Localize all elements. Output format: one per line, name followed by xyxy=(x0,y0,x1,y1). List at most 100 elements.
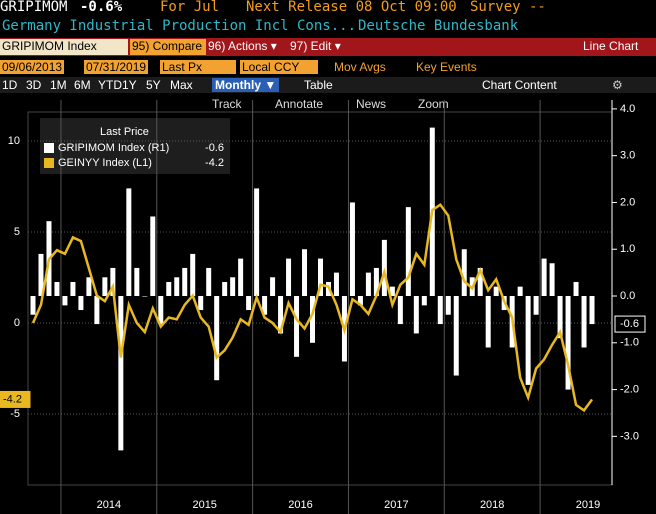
actions-menu[interactable]: 96) Actions ▾ xyxy=(208,39,277,53)
bar xyxy=(397,296,403,325)
range-button[interactable]: YTD xyxy=(98,78,122,92)
bar xyxy=(118,296,124,451)
frequency-select[interactable]: Monthly ▼ xyxy=(212,78,280,92)
bar xyxy=(62,296,68,306)
bar xyxy=(485,296,491,348)
line xyxy=(31,202,594,413)
range-button[interactable]: 6M xyxy=(74,78,91,92)
bar xyxy=(94,296,100,325)
x-tick-label: 2016 xyxy=(288,499,312,511)
bar xyxy=(405,207,411,297)
bar xyxy=(373,267,379,297)
y-tick-label: -5 xyxy=(10,408,20,420)
bar xyxy=(565,296,571,390)
legend-value: -4.2 xyxy=(205,157,224,169)
field-select[interactable]: Last Px xyxy=(160,60,236,74)
x-tick-label: 2015 xyxy=(192,499,216,511)
legend-box xyxy=(40,118,230,174)
bar xyxy=(110,267,116,297)
bar xyxy=(573,281,579,297)
chart-content[interactable]: Chart Content xyxy=(482,78,557,92)
bar xyxy=(246,296,252,311)
y-tick-label: 5 xyxy=(14,226,20,238)
bar xyxy=(54,281,60,297)
bar xyxy=(349,202,355,297)
bar xyxy=(198,296,204,311)
bar xyxy=(102,277,108,297)
settings-icon[interactable]: ⚙ xyxy=(612,78,623,92)
bar xyxy=(581,296,587,348)
compare-button[interactable]: 95) Compare xyxy=(130,39,206,55)
bar xyxy=(254,188,260,297)
range-button[interactable]: 1D xyxy=(2,78,18,92)
range-button[interactable]: 5Y xyxy=(146,78,161,92)
y2-tick-label: 4.0 xyxy=(620,103,635,115)
y2-tick-label: 3.0 xyxy=(620,150,635,162)
bar xyxy=(262,296,268,315)
bar xyxy=(206,267,212,297)
bar xyxy=(238,258,244,297)
y-tick-label: 0 xyxy=(14,317,20,329)
bar xyxy=(461,249,467,297)
bar xyxy=(214,296,220,381)
bar xyxy=(86,277,92,297)
bar xyxy=(549,263,555,297)
bar xyxy=(533,296,539,315)
bar xyxy=(134,267,140,297)
source: Deutsche Bundesbank xyxy=(358,18,519,34)
last-value-label: -4.2 xyxy=(3,393,22,405)
y2-tick-label: 2.0 xyxy=(620,196,635,208)
range-button[interactable]: 1Y xyxy=(122,78,137,92)
bar xyxy=(357,296,363,306)
key-events[interactable]: Key Events xyxy=(416,60,477,74)
bar xyxy=(38,253,44,297)
bar xyxy=(222,281,228,297)
bar xyxy=(302,249,308,297)
currency-select[interactable]: Local CCY xyxy=(240,60,318,74)
range-bar: 1D 3D 1M 6M YTD 1Y 5Y Max xyxy=(0,77,656,93)
mov-avgs[interactable]: Mov Avgs xyxy=(334,60,386,74)
annotate-tool[interactable]: Annotate xyxy=(275,97,324,111)
bar xyxy=(445,296,451,315)
legend-label: GEINYY Index (L1) xyxy=(58,157,152,169)
bar xyxy=(525,296,531,385)
bar xyxy=(182,267,188,297)
range-button[interactable]: 3D xyxy=(26,78,42,92)
bar xyxy=(589,296,595,325)
legend-label: GRIPIMOM Index (R1) xyxy=(58,142,169,154)
bar xyxy=(310,296,316,343)
start-date[interactable]: 09/06/2013 xyxy=(0,60,65,74)
bar xyxy=(174,277,180,297)
zoom-tool[interactable]: Zoom xyxy=(418,97,449,111)
legend-value: -0.6 xyxy=(205,142,224,154)
x-tick-label: 2014 xyxy=(97,499,121,511)
bar xyxy=(30,296,36,315)
edit-menu[interactable]: 97) Edit ▾ xyxy=(290,39,341,53)
range-button[interactable]: Max xyxy=(170,78,193,92)
last-value-label: -0.6 xyxy=(620,318,639,330)
bar xyxy=(166,281,172,297)
y2-tick-label: 0.0 xyxy=(620,290,635,302)
bar xyxy=(278,296,284,334)
bar xyxy=(437,296,443,325)
security-field[interactable]: GRIPIMOM Index xyxy=(0,39,128,55)
ticker: GRIPIMOM xyxy=(0,0,68,15)
bar xyxy=(453,296,459,376)
y-tick-label: 10 xyxy=(8,135,20,147)
bar xyxy=(517,286,523,297)
survey: Survey -- xyxy=(470,0,546,15)
end-date[interactable]: 07/31/2019 xyxy=(84,60,149,74)
bar xyxy=(413,296,419,334)
range-button[interactable]: 1M xyxy=(50,78,67,92)
news-tool[interactable]: News xyxy=(356,97,387,111)
bar xyxy=(190,253,196,297)
bar xyxy=(158,296,164,325)
table-button[interactable]: Table xyxy=(304,78,333,92)
track-tool[interactable]: Track xyxy=(212,97,242,111)
y2-tick-label: -1.0 xyxy=(620,337,639,349)
x-tick-label: 2018 xyxy=(480,499,504,511)
next-release: Next Release 08 Oct 09:00 xyxy=(246,0,457,15)
bar xyxy=(333,272,339,297)
